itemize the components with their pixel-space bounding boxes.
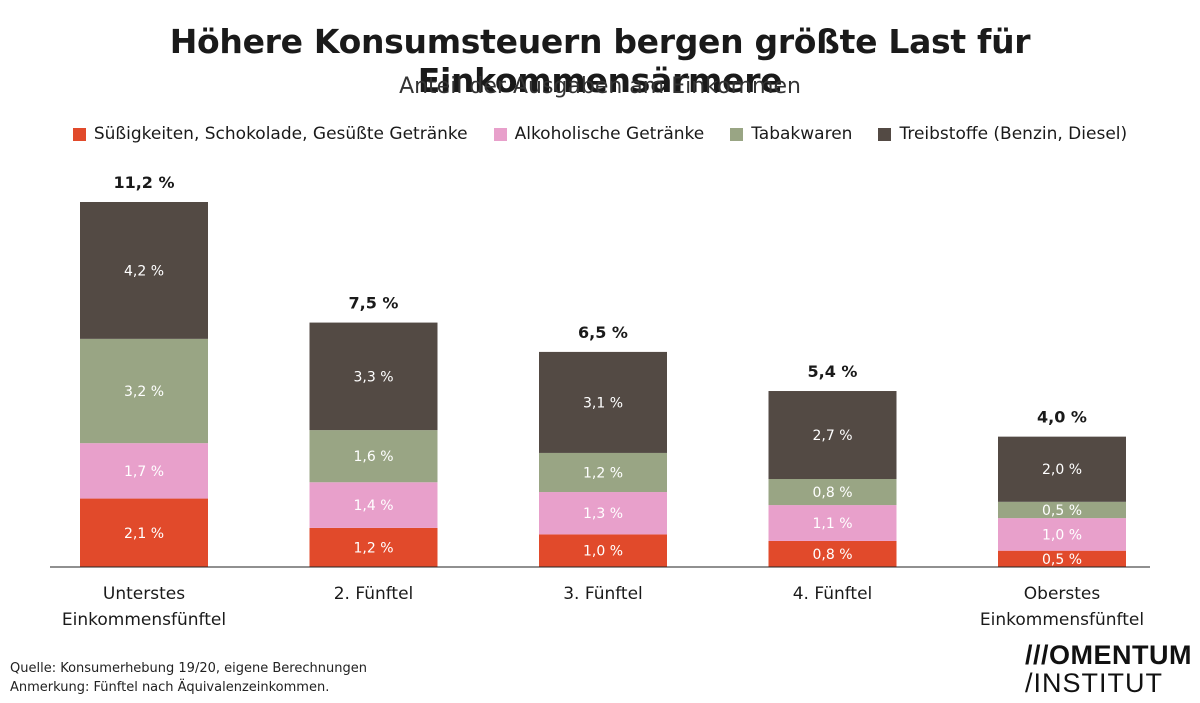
legend-swatch-tobacco: [730, 127, 744, 141]
data-label-fuel: 2,0 %: [1042, 462, 1082, 478]
legend-item-tobacco: Tabakwaren: [730, 124, 852, 144]
bar-segment-alcohol: [539, 492, 667, 535]
data-label-sweets: 1,2 %: [353, 540, 393, 556]
total-label: 5,4 %: [808, 362, 858, 381]
total-label: 11,2 %: [113, 173, 174, 192]
legend-swatch-sweets: [72, 127, 86, 141]
data-label-sweets: 0,5 %: [1042, 552, 1082, 568]
legend-item-alcohol: Alkoholische Getränke: [493, 124, 705, 144]
data-label-tobacco: 0,8 %: [812, 485, 852, 501]
data-label-alcohol: 1,0 %: [1042, 527, 1082, 543]
data-label-tobacco: 1,6 %: [353, 449, 393, 465]
bar-segment-sweets: [768, 540, 897, 567]
footer: Quelle: Konsumerhebung 19/20, eigene Ber…: [10, 659, 367, 697]
legend-swatch-alcohol: [493, 127, 507, 141]
bar-segment-tobacco: [80, 338, 208, 444]
data-label-tobacco: 0,5 %: [1042, 503, 1082, 519]
x-tick-label: Einkommensfünftel: [980, 610, 1144, 630]
data-label-fuel: 3,3 %: [353, 369, 393, 385]
total-label: 6,5 %: [578, 323, 628, 342]
legend-item-sweets: Süßigkeiten, Schokolade, Gesüßte Getränk…: [72, 124, 468, 144]
bar-segment-tobacco: [768, 479, 897, 506]
bar-segment-fuel: [998, 436, 1126, 502]
bar-segment-fuel: [309, 322, 438, 431]
x-tick-label: Einkommensfünftel: [62, 610, 226, 630]
data-label-alcohol: 1,7 %: [124, 464, 164, 480]
bar-segment-fuel: [768, 391, 897, 480]
logo-line-1: ///OMENTUM: [1025, 640, 1192, 670]
bar-segment-tobacco: [998, 501, 1126, 519]
data-label-alcohol: 1,1 %: [812, 516, 852, 532]
legend-swatch-fuel: [878, 127, 892, 141]
data-label-tobacco: 1,2 %: [583, 465, 623, 481]
data-label-alcohol: 1,4 %: [353, 498, 393, 514]
data-label-tobacco: 3,2 %: [124, 384, 164, 400]
total-label: 4,0 %: [1037, 408, 1087, 427]
bar-segment-tobacco: [309, 430, 438, 483]
x-tick-label: Unterstes: [103, 584, 185, 604]
x-tick-label: 2. Fünftel: [334, 584, 414, 604]
bar-segment-sweets: [309, 527, 438, 567]
data-label-alcohol: 1,3 %: [583, 506, 623, 522]
legend-label-tobacco: Tabakwaren: [751, 124, 853, 144]
legend-item-fuel: Treibstoffe (Benzin, Diesel): [878, 124, 1127, 144]
legend-label-alcohol: Alkoholische Getränke: [514, 124, 705, 144]
data-label-sweets: 1,0 %: [583, 544, 623, 560]
bar-segment-fuel: [539, 351, 667, 453]
legend-label-sweets: Süßigkeiten, Schokolade, Gesüßte Getränk…: [93, 124, 468, 144]
chart-title: Höhere Konsumsteuern bergen größte Last …: [169, 22, 1031, 100]
bar-segment-alcohol: [998, 518, 1126, 551]
momentum-logo: ///OMENTUM /INSTITUT: [1025, 641, 1192, 697]
bar-segment-tobacco: [539, 452, 667, 493]
chart-subtitle: Anteil der Ausgaben am Einkommen: [399, 74, 801, 99]
x-tick-label: 4. Fünftel: [793, 584, 873, 604]
total-label: 7,5 %: [349, 294, 399, 313]
bar-segment-alcohol: [80, 443, 208, 499]
bar-segment-fuel: [80, 202, 208, 339]
data-label-fuel: 3,1 %: [583, 395, 623, 411]
legend-label-fuel: Treibstoffe (Benzin, Diesel): [899, 124, 1128, 144]
x-tick-label: Oberstes: [1024, 584, 1101, 604]
bar-segment-sweets: [539, 534, 667, 567]
source-note: Quelle: Konsumerhebung 19/20, eigene Ber…: [10, 661, 367, 676]
x-tick-label: 3. Fünftel: [563, 584, 643, 604]
bar-segment-alcohol: [309, 482, 438, 528]
data-label-fuel: 4,2 %: [124, 263, 164, 279]
bar-segment-sweets: [80, 498, 208, 567]
bar-segment-alcohol: [768, 505, 897, 541]
legend: Süßigkeiten, Schokolade, Gesüßte Getränk…: [0, 124, 1200, 144]
data-label-sweets: 2,1 %: [124, 526, 164, 542]
data-label-fuel: 2,7 %: [812, 428, 852, 444]
bar-segment-sweets: [998, 550, 1126, 567]
logo-line-2: /INSTITUT: [1025, 668, 1163, 698]
annotation-note: Anmerkung: Fünftel nach Äquivalenzeinkom…: [10, 680, 330, 695]
data-label-sweets: 0,8 %: [812, 547, 852, 563]
